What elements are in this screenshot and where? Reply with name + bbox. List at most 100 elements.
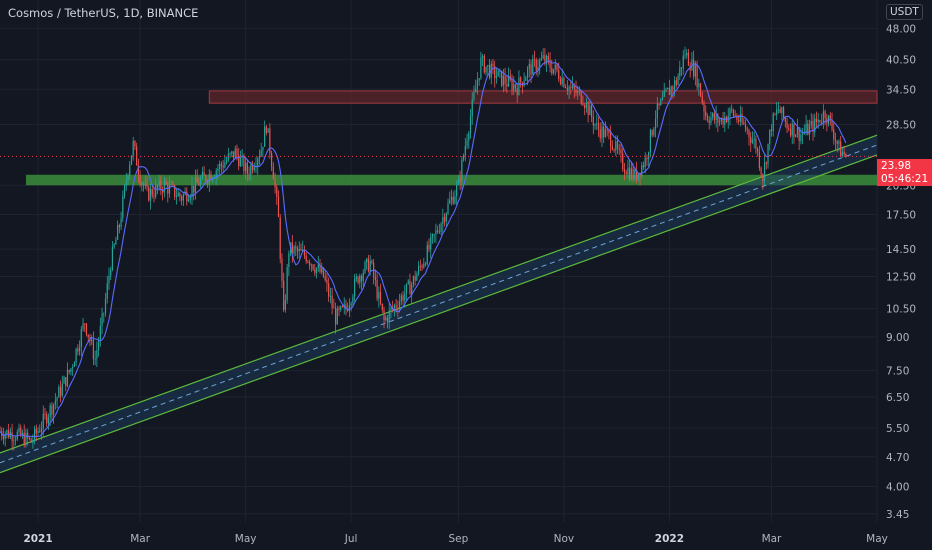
candle-body: [309, 261, 311, 266]
candle-body: [582, 103, 584, 106]
candle-body: [558, 70, 560, 80]
channel-lower-line: [0, 154, 878, 474]
candle-body: [226, 160, 228, 163]
candle-body: [821, 121, 823, 123]
candle-body: [483, 56, 485, 73]
candle-body: [46, 414, 48, 424]
price-axis-label: 14.50: [886, 244, 916, 256]
candle-body: [781, 107, 783, 113]
candle-body: [750, 137, 752, 143]
candle-body: [409, 280, 411, 295]
candle-body: [656, 103, 658, 119]
candle-body: [27, 432, 29, 439]
candle-body: [130, 155, 133, 165]
candle-body: [686, 52, 688, 56]
candle-body: [239, 157, 242, 167]
candle-body: [461, 159, 463, 182]
candle-body: [170, 184, 172, 185]
candle-body: [468, 133, 470, 141]
candle-body: [134, 141, 136, 147]
time-axis-label: Mar: [762, 533, 782, 545]
candle-body: [592, 116, 594, 126]
candle-body: [13, 440, 15, 442]
candle-body: [724, 116, 726, 125]
candle-body: [113, 244, 115, 247]
candle-body: [618, 148, 620, 150]
candle-body: [196, 177, 198, 183]
candle-body: [286, 267, 288, 301]
candle-body: [231, 151, 233, 154]
candle-body: [584, 105, 586, 108]
candle-body: [437, 230, 439, 232]
candle-body: [613, 149, 615, 151]
candle-body: [189, 196, 191, 200]
candle-body: [303, 249, 306, 256]
candle-body: [815, 118, 818, 122]
candle-body: [279, 217, 281, 259]
candle-body: [511, 79, 513, 91]
candle-body: [177, 193, 179, 197]
candle-body: [340, 306, 342, 310]
candle-body: [398, 301, 401, 309]
time-axis-label: Nov: [554, 533, 575, 545]
candle-body: [653, 128, 655, 136]
candle-body: [319, 264, 321, 273]
candle-body: [744, 124, 747, 129]
candle-body: [552, 68, 555, 74]
candle-body: [111, 246, 114, 270]
candle-body: [414, 276, 416, 281]
candle-body: [331, 295, 333, 308]
candle-body: [705, 111, 707, 117]
candle-body: [20, 427, 22, 436]
candle-body: [798, 127, 800, 141]
candle-body: [324, 276, 326, 281]
candle-body: [443, 216, 446, 222]
candle-body: [369, 260, 371, 272]
candle-body: [452, 196, 454, 204]
candle-body: [203, 172, 205, 176]
candle-body: [359, 276, 361, 283]
candle-body: [345, 304, 347, 310]
candle-body: [478, 78, 480, 81]
candle-body: [829, 115, 831, 120]
time-axis-label: 2022: [655, 533, 684, 545]
candle-body: [641, 165, 643, 177]
candle-body: [433, 234, 435, 236]
candle-body: [674, 80, 676, 90]
candle-body: [430, 237, 432, 250]
candle-body: [222, 165, 224, 168]
candle-body: [431, 234, 434, 238]
candle-body: [175, 196, 178, 198]
price-axis-label: 6.50: [886, 392, 909, 404]
candle-body: [378, 292, 380, 299]
candle-body: [210, 173, 212, 181]
candle-body: [520, 77, 522, 83]
candle-body: [495, 76, 498, 79]
price-axis-label: 4.00: [886, 482, 909, 494]
candle-body: [167, 184, 169, 194]
candle-body: [65, 377, 67, 387]
candle-body: [412, 276, 415, 285]
candle-body: [795, 134, 797, 137]
candle-body: [186, 191, 188, 202]
candle-body: [684, 55, 686, 57]
candle-body: [371, 260, 373, 263]
candle-body: [120, 218, 122, 228]
candle-body: [317, 264, 319, 268]
candle-body: [568, 86, 570, 91]
candle-body: [800, 134, 802, 141]
candle-body: [243, 156, 245, 172]
candle-body: [106, 283, 108, 299]
candle-body: [63, 377, 65, 384]
candle-body: [61, 383, 63, 396]
candle-body: [757, 148, 759, 152]
candle-body: [59, 386, 62, 396]
candle-body: [535, 59, 537, 71]
candle-body: [329, 295, 331, 297]
candle-body: [39, 431, 41, 432]
candle-body: [649, 129, 651, 153]
candle-body: [153, 195, 155, 197]
candle-body: [122, 195, 124, 219]
currency-badge[interactable]: USDT: [886, 4, 923, 20]
